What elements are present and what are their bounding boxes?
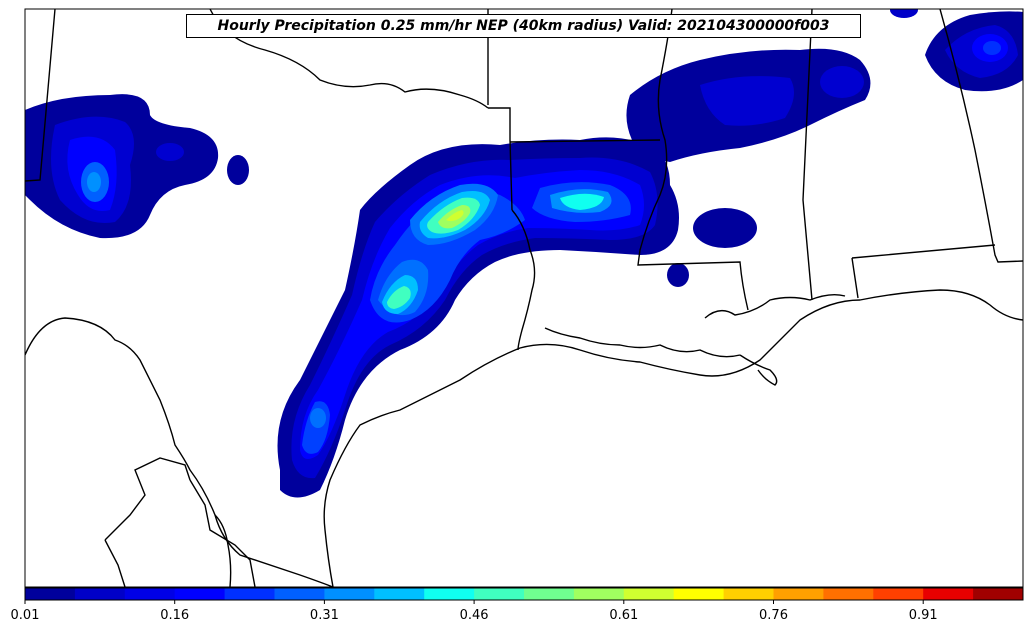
precip-blob-west (25, 94, 249, 239)
map-frame (24, 8, 1024, 588)
ok-tx-border-red-river (209, 9, 489, 109)
colorbar-tick-label: 0.91 (909, 608, 938, 623)
tx-ar-border (488, 107, 513, 211)
precip-probability-field (25, 9, 1023, 498)
ar-la-border (509, 139, 661, 143)
mississippi-river-border (637, 9, 749, 311)
colorbar-segment (424, 588, 475, 600)
colorbar-tick-label: 0.61 (609, 608, 638, 623)
colorbar-segment (74, 588, 126, 600)
colorbar-tick-label: 0.76 (759, 608, 788, 623)
colorbar-segment (973, 588, 1024, 600)
colorbar-tick-label: 0.46 (460, 608, 489, 623)
colorbar-segment (623, 588, 675, 600)
colorbar (24, 587, 1024, 601)
colorbar-ticks: 0.01 0.16 0.31 0.46 0.61 0.76 0.91 (11, 600, 938, 623)
al-fl-border (851, 244, 996, 259)
colorbar-segment (723, 588, 774, 600)
mexico-state-line-3 (189, 479, 256, 587)
tx-la-border-sabine (511, 209, 536, 351)
map-background (25, 9, 1023, 587)
colorbar-segment (474, 588, 525, 600)
colorbar-segment (224, 588, 275, 600)
louisiana-coast-detail (544, 327, 741, 358)
colorbar-segment (524, 588, 575, 600)
colorbar-segment (573, 588, 625, 600)
colorbar-segment (773, 588, 824, 600)
mexico-state-line-2 (104, 539, 126, 587)
precip-band-main (277, 137, 679, 498)
colorbar-outline (24, 587, 1024, 601)
colorbar-segment (124, 588, 176, 600)
colorbar-segment (374, 588, 425, 600)
colorbar-segment (25, 588, 76, 600)
mississippi-delta (739, 354, 778, 386)
boundary-lines (25, 9, 1023, 587)
al-ga-border (939, 9, 1023, 263)
gulf-coastline (323, 289, 1023, 587)
colorbar-segment (873, 588, 924, 600)
colorbar-segment (673, 588, 725, 600)
colorbar-tick-label: 0.16 (160, 608, 189, 623)
colorbar-segment (823, 588, 874, 600)
colorbar-tick-label: 0.31 (310, 608, 339, 623)
al-fl-west-border (851, 257, 859, 299)
colorbar-segment (174, 588, 226, 600)
ms-al-coast-detail (704, 293, 846, 319)
colorbar-segment (324, 588, 375, 600)
colorbar-tick-label: 0.01 (11, 608, 40, 623)
colorbar-segment (274, 588, 325, 600)
map-title: Hourly Precipitation 0.25 mm/hr NEP (40k… (186, 14, 861, 38)
mexico-state-line-4 (214, 514, 232, 587)
ms-al-border (802, 9, 813, 301)
mexico-state-line-1 (104, 457, 191, 541)
colorbar-segment (923, 588, 974, 600)
us-mexico-border-rio-grande (25, 317, 334, 587)
tx-nm-border (25, 9, 56, 182)
